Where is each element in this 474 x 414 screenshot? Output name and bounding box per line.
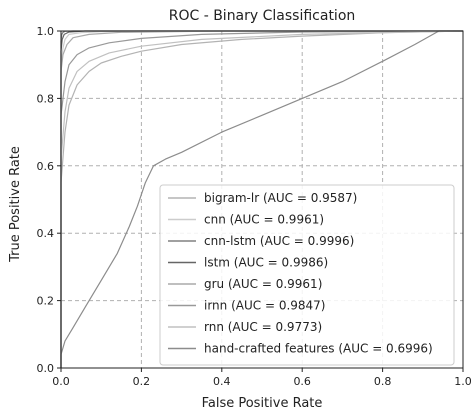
y-tick-label: 0.4	[37, 227, 55, 240]
legend-label-2: cnn (AUC = 0.9961)	[204, 213, 324, 227]
legend-label-8: hand-crafted features (AUC = 0.6996)	[204, 342, 433, 356]
y-tick-label: 0.6	[37, 160, 55, 173]
legend-box	[159, 184, 455, 366]
series-line-7	[60, 30, 464, 368]
series-line-1	[60, 30, 464, 368]
x-tick-label: 0.4	[213, 375, 231, 388]
legend-label-1: bigram-lr (AUC = 0.9587)	[204, 191, 357, 205]
y-tick-label: 1.0	[37, 25, 55, 38]
legend-label-5: gru (AUC = 0.9961)	[204, 277, 322, 291]
legend: bigram-lr (AUC = 0.9587) cnn (AUC = 0.996…	[159, 184, 455, 366]
legend-label-6: irnn (AUC = 0.9847)	[204, 299, 326, 313]
y-axis-label: True Positive Rate	[8, 146, 23, 263]
series-line-6	[60, 30, 464, 368]
axis-ticks: 0.0 0.2 0.4 0.6 0.8 1.0 0.0 0.2 0.4 0.6 0.8 1.0	[37, 25, 472, 388]
x-tick-label: 1.0	[454, 375, 472, 388]
x-tick-label: 0.8	[374, 375, 392, 388]
x-tick-label: 0.6	[293, 375, 311, 388]
y-tick-label: 0.2	[37, 295, 55, 308]
legend-label-7: rnn (AUC = 0.9773)	[204, 320, 322, 334]
x-axis-label: False Positive Rate	[202, 396, 323, 411]
y-tick-label: 0.0	[37, 362, 55, 375]
series-line-8	[60, 30, 463, 368]
y-tick-label: 0.8	[37, 92, 55, 105]
x-tick-label: 0.2	[133, 375, 151, 388]
legend-label-3: cnn-lstm (AUC = 0.9996)	[204, 234, 354, 248]
chart-title: ROC - Binary Classification	[169, 8, 356, 24]
plot-frame	[60, 30, 464, 369]
x-tick-label: 0.0	[52, 375, 70, 388]
legend-label-4: lstm (AUC = 0.9986)	[204, 256, 328, 270]
